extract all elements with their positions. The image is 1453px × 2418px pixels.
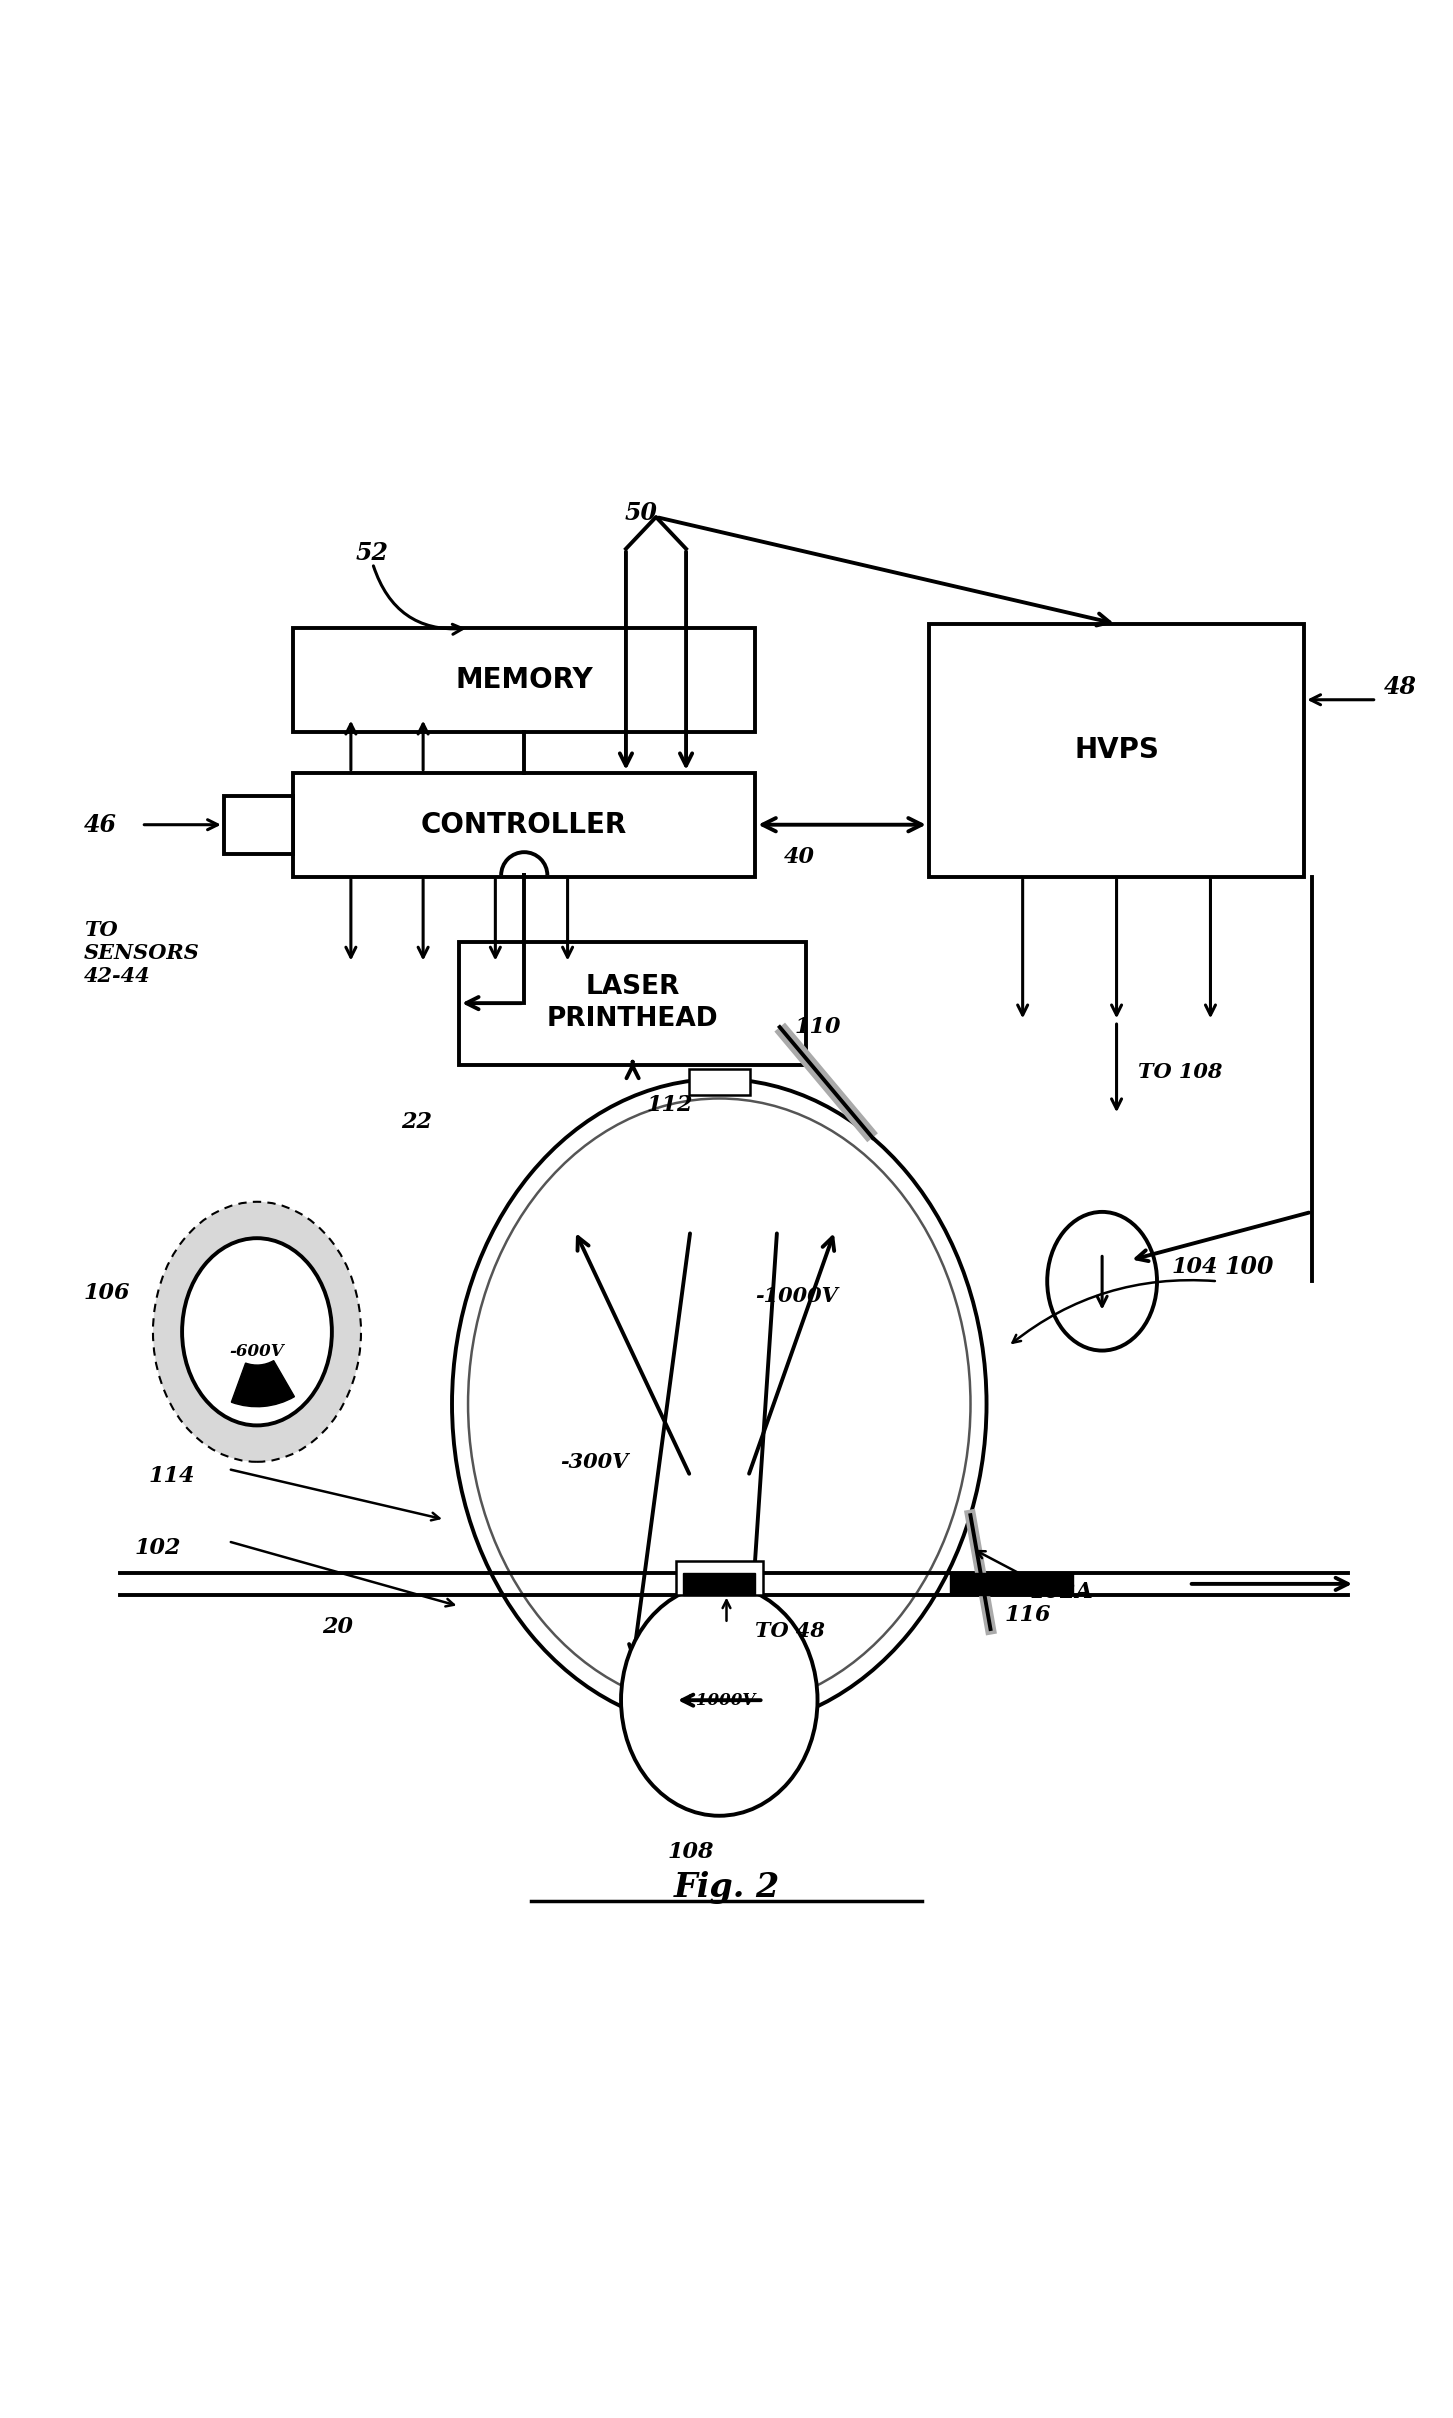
Text: 22: 22	[401, 1112, 433, 1134]
Text: 104: 104	[1171, 1257, 1218, 1279]
Text: 102A: 102A	[1030, 1581, 1094, 1603]
Ellipse shape	[452, 1078, 987, 1729]
Text: 20: 20	[323, 1615, 353, 1637]
Text: -300V: -300V	[561, 1451, 629, 1473]
Text: 100: 100	[1225, 1255, 1274, 1279]
Bar	[294, 629, 756, 733]
Text: 112: 112	[647, 1093, 693, 1117]
Bar	[928, 624, 1305, 878]
Text: 40: 40	[785, 846, 815, 868]
Bar	[676, 1562, 763, 1596]
Text: -1000V: -1000V	[756, 1286, 838, 1306]
Bar	[294, 774, 756, 878]
Ellipse shape	[468, 1098, 971, 1710]
Wedge shape	[231, 1361, 295, 1407]
Text: 114: 114	[148, 1465, 195, 1487]
Text: Fig. 2: Fig. 2	[673, 1872, 780, 1905]
Text: 46: 46	[84, 812, 116, 837]
Text: 110: 110	[795, 1016, 841, 1037]
Text: 50: 50	[625, 501, 658, 525]
Text: HVPS: HVPS	[1074, 737, 1159, 764]
Text: LASER
PRINTHEAD: LASER PRINTHEAD	[546, 974, 718, 1032]
Text: +1000V: +1000V	[683, 1693, 756, 1710]
Text: 52: 52	[356, 542, 389, 566]
Text: 48: 48	[1383, 675, 1417, 699]
Text: TO 48: TO 48	[756, 1620, 825, 1642]
Ellipse shape	[1048, 1211, 1157, 1352]
Bar	[950, 1574, 1074, 1596]
Ellipse shape	[182, 1238, 331, 1427]
Text: 102: 102	[134, 1538, 180, 1560]
Bar	[224, 796, 294, 854]
Bar	[683, 1574, 756, 1596]
Text: CONTROLLER: CONTROLLER	[421, 810, 628, 839]
Text: 106: 106	[84, 1282, 131, 1303]
Text: 108: 108	[667, 1840, 713, 1862]
Ellipse shape	[620, 1584, 818, 1816]
Text: MEMORY: MEMORY	[455, 667, 593, 694]
Text: TO 108: TO 108	[1138, 1062, 1222, 1081]
Bar	[459, 941, 806, 1064]
Bar	[689, 1069, 750, 1095]
Text: -600V: -600V	[230, 1342, 285, 1359]
Ellipse shape	[153, 1202, 360, 1463]
Text: TO
SENSORS
42-44: TO SENSORS 42-44	[84, 921, 199, 987]
Text: 116: 116	[1005, 1603, 1052, 1625]
